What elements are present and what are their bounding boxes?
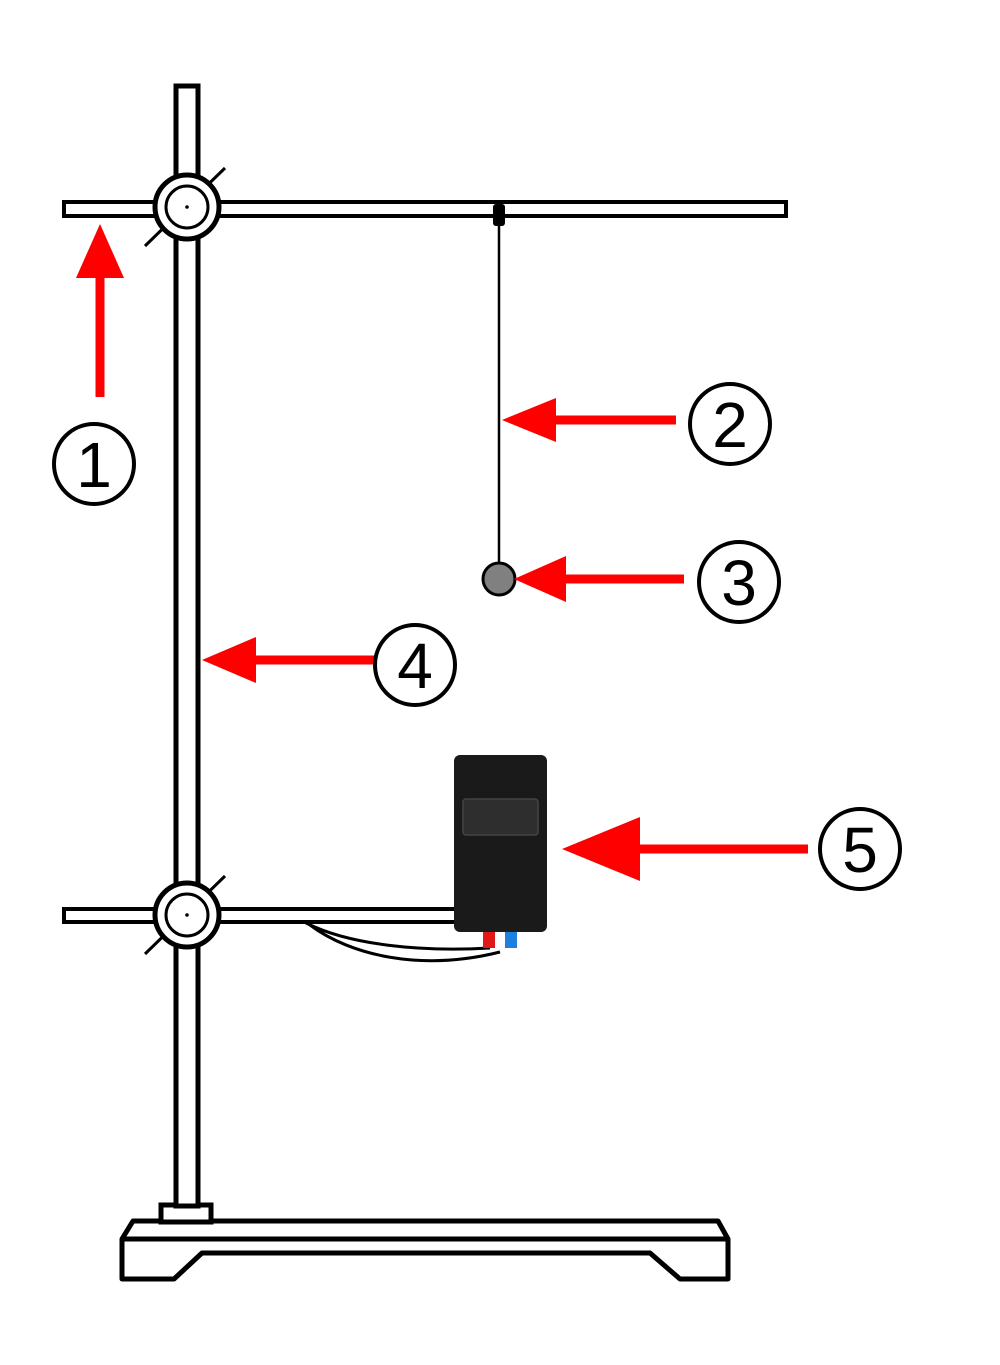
- label-2: 2: [688, 382, 772, 466]
- photogate-timer-device: [454, 755, 547, 948]
- vertical-support-rod: [173, 83, 201, 1209]
- label-5-text: 5: [842, 814, 878, 886]
- pendulum-bob: [481, 561, 517, 597]
- arrow-5: [562, 817, 808, 881]
- label-3-text: 3: [721, 547, 757, 619]
- upper-clamp: [143, 166, 227, 248]
- pendulum-string: [493, 204, 505, 568]
- blue-plug: [505, 932, 517, 948]
- upper-horizontal-arm: [62, 200, 788, 218]
- label-4-text: 4: [397, 630, 433, 702]
- arrow-2: [502, 398, 676, 442]
- label-1-text: 1: [76, 429, 112, 501]
- stand-base: [119, 1202, 731, 1282]
- sensor-cable: [305, 921, 501, 963]
- arrow-3: [514, 556, 684, 602]
- lower-clamp: [143, 874, 227, 956]
- red-plug: [483, 932, 495, 948]
- label-1: 1: [52, 422, 136, 506]
- label-3: 3: [697, 540, 781, 624]
- lower-horizontal-arm: [62, 907, 466, 924]
- label-4: 4: [373, 623, 457, 707]
- arrow-4: [202, 637, 374, 683]
- arrow-1: [76, 224, 124, 397]
- label-5: 5: [818, 807, 902, 891]
- label-2-text: 2: [712, 389, 748, 461]
